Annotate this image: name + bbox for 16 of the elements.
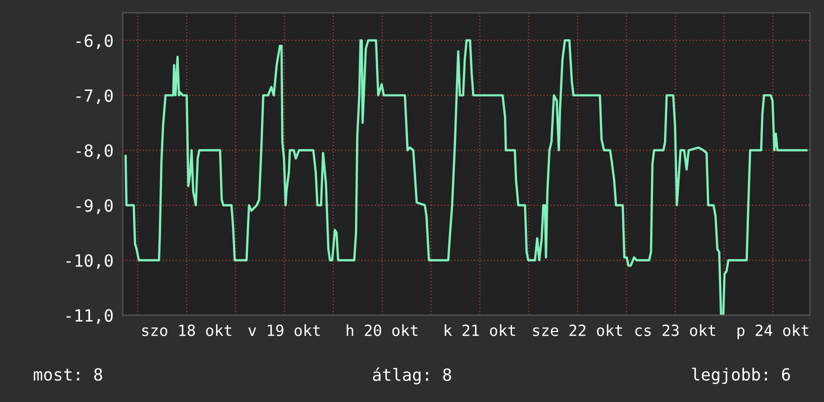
x-tick-label: k 21 okt (444, 324, 516, 336)
y-tick-label: -11,0 (66, 309, 113, 324)
text: legjobb: 6 (692, 368, 790, 384)
y-tick-label: -10,0 (66, 254, 113, 269)
text: most: 8 (34, 368, 102, 381)
x-tick-label: szo 18 okt (142, 324, 232, 336)
text: átlag: 8 (372, 367, 452, 384)
y-tick-label: -6,0 (76, 34, 113, 50)
x-tick-label: p 24 okt (738, 324, 808, 340)
x-tick-label: h 20 okt (346, 324, 418, 336)
x-tick-label: cs 23 okt (635, 324, 716, 336)
y-tick-label: -7,0 (76, 89, 113, 104)
y-tick-label: -8,0 (76, 144, 113, 159)
y-tick-label: -9,0 (76, 199, 113, 214)
x-tick-label: sze 22 okt (533, 324, 622, 336)
x-tick-label: v 19 okt (248, 324, 320, 336)
